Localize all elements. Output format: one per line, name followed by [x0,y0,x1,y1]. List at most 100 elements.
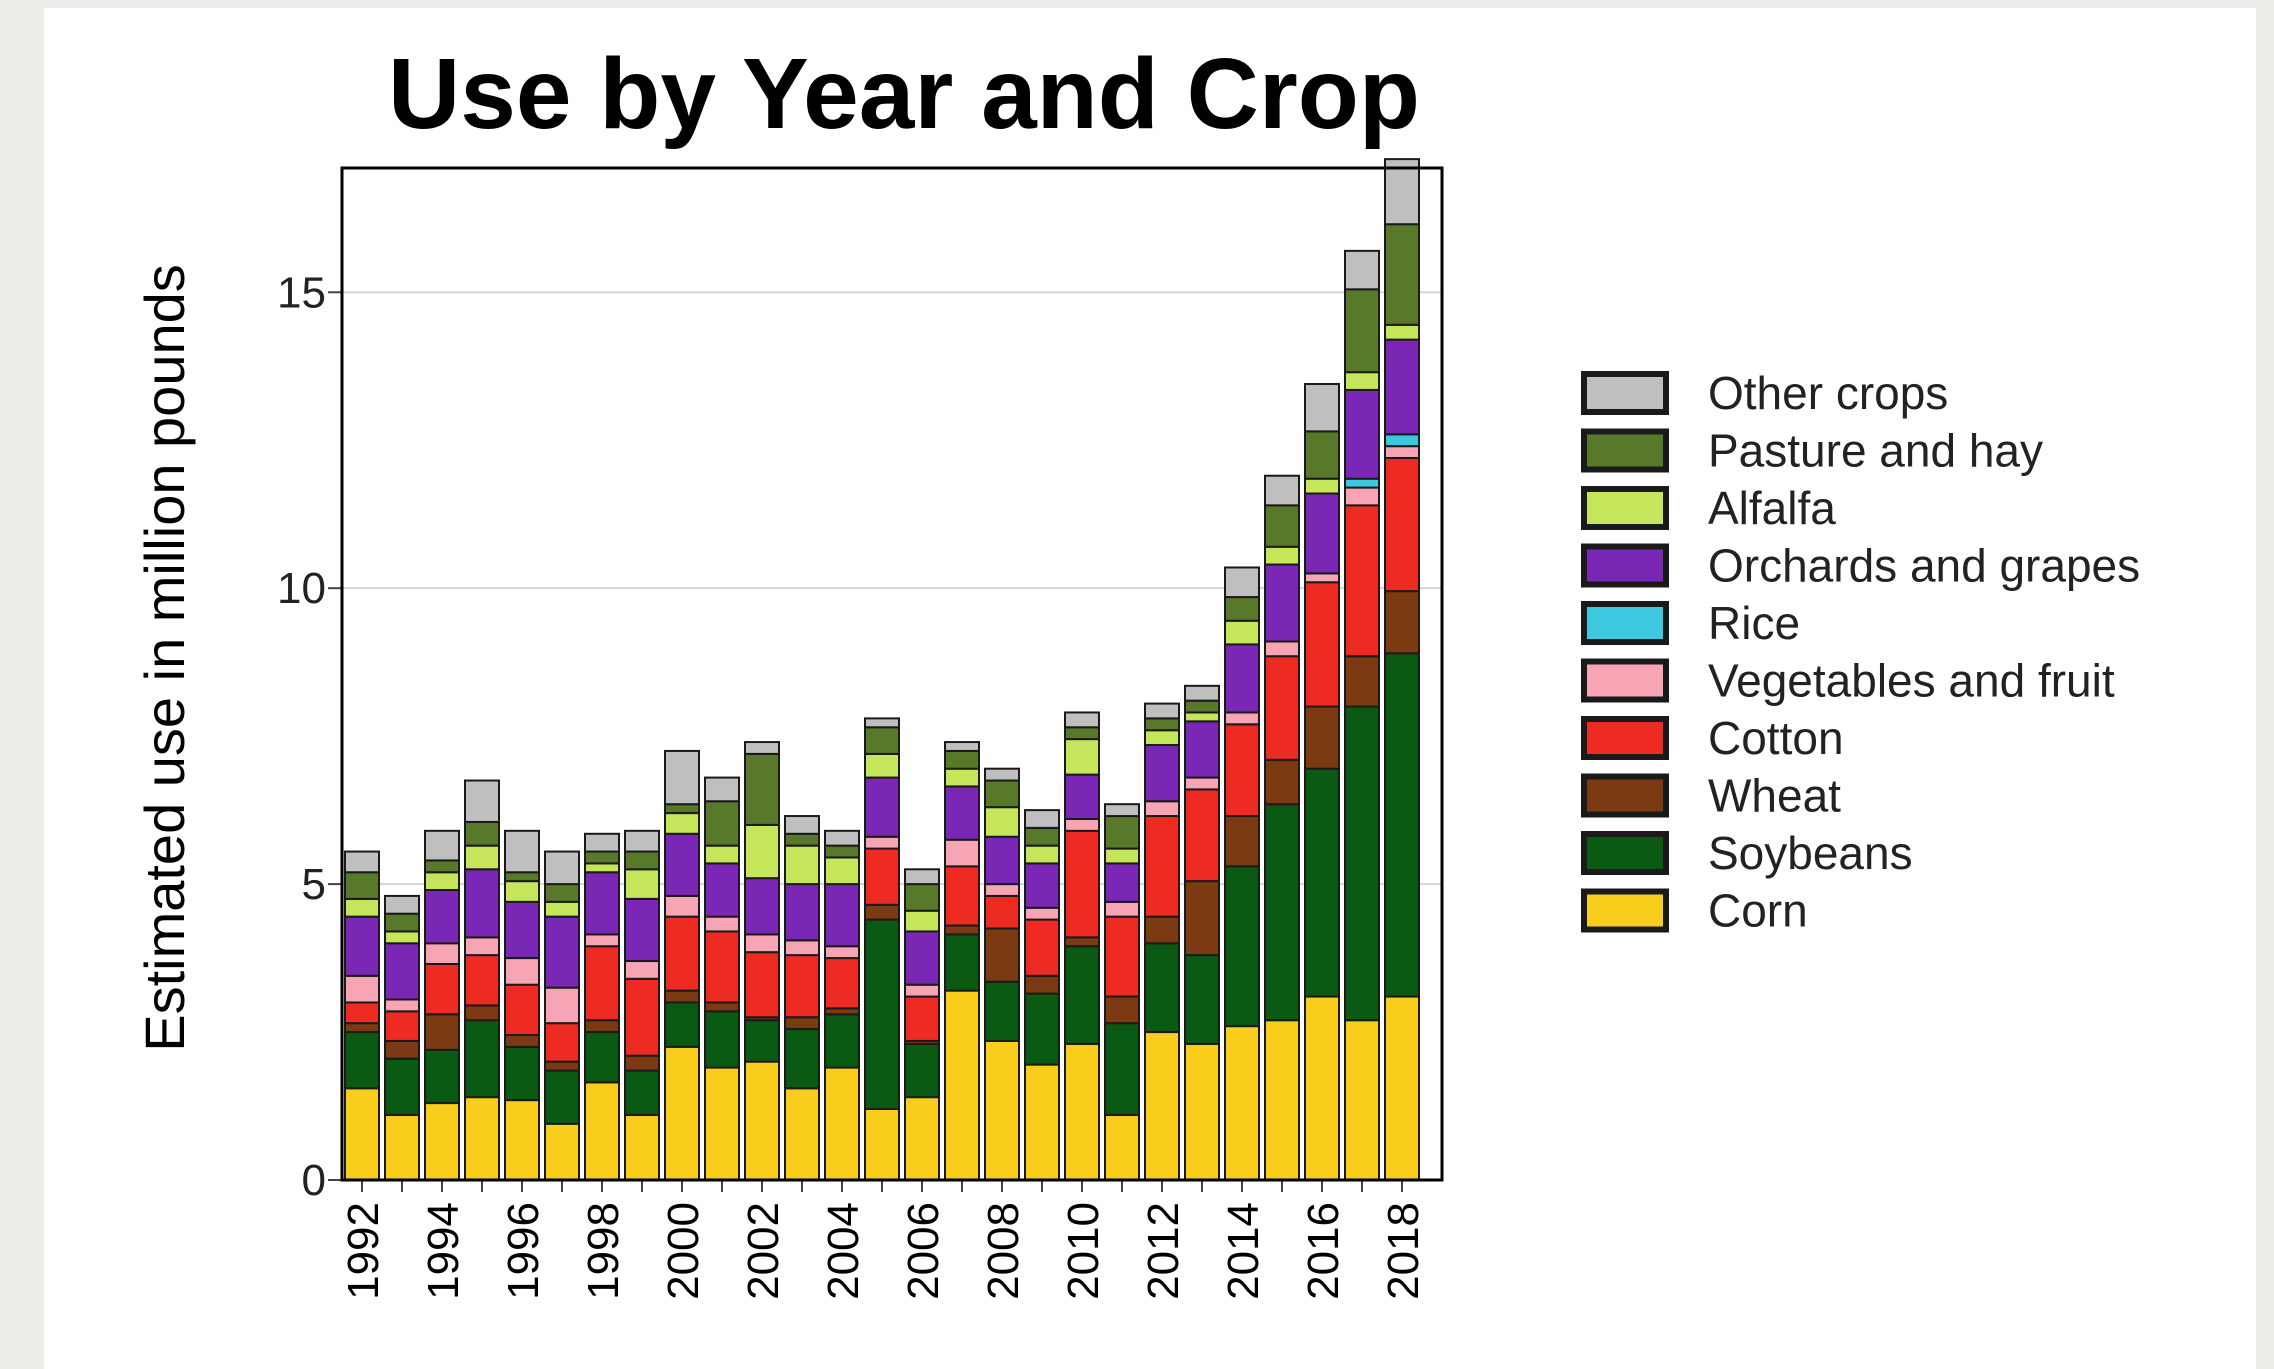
bar-segment-other-crops [864,717,900,729]
bar-stack-2014 [1224,566,1260,1181]
bar-segment-other-crops [1224,566,1260,599]
bar-segment-corn [1144,1031,1180,1181]
bar-segment-other-crops [1344,249,1380,291]
bars [344,158,1420,1182]
bar-segment-wheat [944,924,980,936]
bar-segment-other-crops [624,829,660,853]
bar-segment-orchards-and-grapes [664,832,700,897]
bar-segment-orchards-and-grapes [1104,862,1140,903]
bar-segment-pasture-and-hay [784,832,820,847]
x-tick-label: 1996 [499,1202,548,1300]
legend-item-corn: Corn [1581,885,1808,937]
y-axis: 0 5 10 15 [277,268,342,1205]
bar-segment-pasture-and-hay [944,749,980,770]
bar-segment-orchards-and-grapes [344,915,380,977]
bar-stack-1995 [464,779,500,1182]
legend-swatch [1581,371,1669,415]
bar-segment-corn [864,1107,900,1181]
bar-segment-wheat [344,1022,380,1034]
bar-segment-orchards-and-grapes [944,785,980,841]
bar-segment-soybeans [1384,652,1420,998]
bar-segment-soybeans [864,918,900,1110]
legend-swatch [1581,601,1669,645]
bar-segment-other-crops [1024,809,1060,829]
bar-segment-pasture-and-hay [904,883,940,912]
bar-segment-soybeans [344,1031,380,1090]
bar-segment-orchards-and-grapes [424,889,460,945]
bar-segment-wheat [624,1054,660,1072]
bar-stack-2000 [664,749,700,1182]
bar-segment-alfalfa [1344,371,1380,391]
bar-stack-1992 [344,850,380,1182]
bar-stack-2017 [1344,249,1380,1181]
bar-segment-pasture-and-hay [1264,504,1300,548]
bar-segment-soybeans [944,933,980,992]
bar-segment-pasture-and-hay [424,859,460,874]
bar-segment-wheat [1104,995,1140,1025]
bar-segment-soybeans [904,1042,940,1099]
bar-segment-corn [1304,995,1340,1182]
bar-segment-alfalfa [984,806,1020,838]
bar-segment-orchards-and-grapes [784,883,820,942]
bar-segment-corn [624,1113,660,1182]
legend-label: Soybeans [1708,827,1913,879]
bar-segment-alfalfa [1264,545,1300,566]
legend-label: Corn [1708,885,1808,937]
bar-segment-wheat [1264,758,1300,806]
bar-segment-wheat [784,1016,820,1031]
bar-segment-vegetables-and-fruit [1144,800,1180,818]
bar-segment-cotton [464,954,500,1007]
legend-label: Rice [1708,597,1800,649]
bar-stack-2015 [1264,474,1300,1181]
bar-segment-cotton [1384,456,1420,593]
bar-segment-orchards-and-grapes [1224,643,1260,714]
bar-segment-wheat [584,1019,620,1034]
bar-segment-orchards-and-grapes [624,897,660,963]
bar-segment-alfalfa [1384,323,1420,341]
bar-segment-wheat [704,1001,740,1013]
bar-segment-other-crops [984,767,1020,782]
bar-segment-vegetables-and-fruit [664,894,700,918]
x-tick-label: 2018 [1379,1202,1428,1300]
bar-segment-alfalfa [1064,738,1100,776]
bar-segment-corn [384,1113,420,1182]
bar-segment-wheat [464,1004,500,1022]
bar-segment-alfalfa [944,767,980,788]
x-tick-label: 1998 [579,1202,628,1300]
bar-segment-pasture-and-hay [824,844,860,859]
bar-stack-1997 [544,850,580,1182]
bar-segment-alfalfa [344,897,380,918]
bar-segment-vegetables-and-fruit [464,936,500,957]
bar-segment-cotton [784,954,820,1019]
bar-segment-corn [1024,1063,1060,1181]
bar-segment-corn [1064,1042,1100,1182]
bar-segment-vegetables-and-fruit [384,998,420,1013]
bar-segment-alfalfa [744,823,780,880]
bar-segment-cotton [1104,915,1140,998]
bar-segment-vegetables-and-fruit [1024,906,1060,921]
bar-segment-pasture-and-hay [1064,726,1100,741]
legend-item-wheat: Wheat [1581,770,1841,822]
legend-item-orchards-and-grapes: Orchards and grapes [1581,540,2140,592]
legend-item-cotton: Cotton [1581,712,1844,764]
bar-segment-alfalfa [1144,729,1180,747]
bar-segment-orchards-and-grapes [1064,773,1100,820]
bar-segment-cotton [424,962,460,1016]
bar-segment-soybeans [424,1048,460,1105]
bar-segment-cotton [944,865,980,927]
legend-item-alfalfa: Alfalfa [1581,482,1836,534]
bar-segment-corn [584,1081,620,1181]
x-tick-label: 2008 [979,1202,1028,1300]
bar-segment-corn [744,1060,780,1182]
bar-segment-wheat [424,1013,460,1051]
bar-stack-1999 [624,829,660,1182]
bar-segment-soybeans [1224,865,1260,1028]
bar-segment-other-crops [1064,711,1100,729]
bar-segment-alfalfa [624,868,660,900]
bar-segment-corn [784,1087,820,1182]
bar-segment-cotton [1024,918,1060,977]
bar-segment-other-crops [1184,684,1220,702]
bar-segment-soybeans [544,1069,580,1125]
legend-swatch [1581,543,1669,588]
